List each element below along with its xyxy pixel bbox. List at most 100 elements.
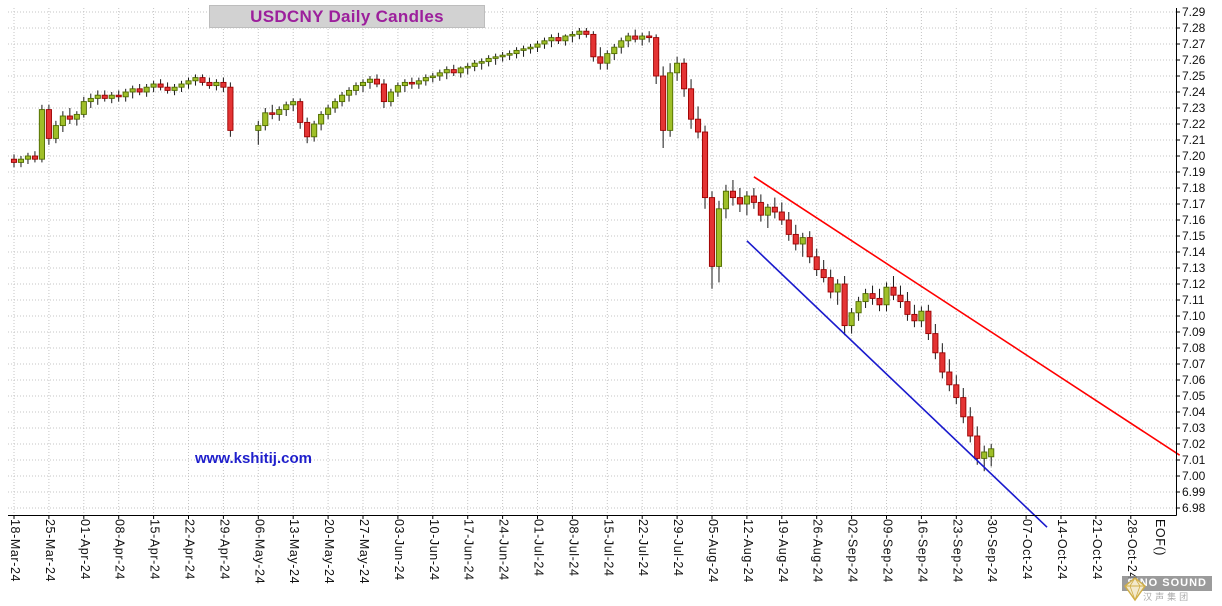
candle-up	[122, 91, 129, 98]
candle-down	[583, 30, 590, 35]
candle-up	[352, 85, 360, 91]
price-axis-label: 7.25	[1182, 69, 1206, 83]
date-axis-label: 18-Mar-24	[8, 519, 22, 582]
candle-down	[380, 83, 387, 103]
candle-up	[625, 35, 632, 42]
candle-up	[255, 125, 262, 131]
price-axis-label: 7.26	[1182, 53, 1206, 67]
candle-up	[471, 62, 478, 67]
candle-up	[492, 56, 499, 59]
candle-up	[262, 112, 269, 127]
candle-up	[359, 81, 367, 87]
price-axis-label: 7.04	[1182, 405, 1206, 419]
candle-up	[422, 77, 429, 82]
date-axis-label: 14-Oct-24	[1055, 519, 1069, 580]
candle-down	[701, 131, 709, 199]
price-axis-label: 7.09	[1182, 325, 1206, 339]
candle-up	[213, 81, 220, 87]
candle-down	[904, 301, 911, 315]
price-axis-label: 6.99	[1182, 485, 1206, 499]
price-axis-label: 7.22	[1182, 117, 1206, 131]
candle-up	[855, 301, 862, 314]
candle-up	[527, 46, 534, 50]
candle-up	[108, 94, 115, 99]
candle-up	[150, 83, 157, 88]
candle-down	[729, 190, 736, 199]
price-axis-label: 7.18	[1182, 181, 1206, 195]
date-axis-label: 08-Jul-24	[566, 519, 580, 577]
candle-up	[513, 49, 520, 55]
date-axis-label: 29-Apr-24	[217, 519, 231, 580]
candle-down	[597, 56, 604, 64]
date-axis-label: 08-Apr-24	[113, 519, 127, 580]
date-axis-label: 22-Apr-24	[183, 519, 197, 580]
candle-up	[918, 310, 925, 322]
candle-up	[799, 237, 806, 245]
date-axis-label: 15-Apr-24	[148, 519, 162, 580]
candle-up	[464, 65, 471, 69]
candle-down	[101, 94, 108, 99]
lower-channel-trendline	[746, 240, 1048, 528]
candle-up	[429, 75, 436, 79]
candle-up	[576, 30, 583, 35]
candle-down	[806, 237, 813, 258]
price-axis-label: 7.23	[1182, 101, 1206, 115]
candle-down	[31, 155, 38, 160]
candle-up	[981, 451, 988, 459]
candle-down	[967, 416, 974, 437]
candle-down	[890, 286, 897, 296]
candle-down	[771, 206, 778, 213]
candle-up	[548, 37, 555, 42]
candle-up	[611, 46, 618, 55]
price-axis-label: 7.16	[1182, 213, 1206, 227]
candle-up	[443, 69, 450, 74]
price-axis-label: 7.08	[1182, 341, 1206, 355]
date-axis-label: 16-Sep-24	[915, 519, 929, 583]
candle-down	[792, 233, 799, 245]
date-axis-label: 01-Jul-24	[532, 519, 546, 577]
candle-up	[24, 155, 32, 160]
candle-down	[590, 33, 597, 58]
watermark-text: www.kshitij.com	[195, 450, 312, 467]
candle-up	[311, 123, 318, 138]
candle-up	[478, 61, 485, 64]
candle-down	[632, 35, 639, 40]
candle-up	[59, 115, 66, 127]
candle-up	[283, 104, 290, 111]
candle-up	[318, 113, 325, 125]
date-axis-label: 26-Aug-24	[811, 519, 825, 583]
candle-down	[164, 86, 171, 91]
upper-channel-trendline	[753, 176, 1181, 456]
price-axis-label: 7.07	[1182, 357, 1206, 371]
price-axis-label: 7.24	[1182, 85, 1206, 99]
date-axis-label: 19-Aug-24	[776, 519, 790, 583]
candle-up	[541, 40, 548, 45]
price-axis-label: 7.29	[1182, 5, 1206, 19]
sino-sound-logo: SINO SOUND 汉声集团	[1122, 576, 1212, 602]
candle-down	[827, 277, 834, 293]
candle-down	[953, 384, 960, 399]
candle-down	[925, 310, 932, 335]
candle-down	[785, 219, 792, 235]
candle-down	[269, 112, 276, 115]
candle-down	[199, 77, 206, 83]
price-axis-label: 7.03	[1182, 421, 1206, 435]
candle-up	[185, 80, 192, 85]
candle-down	[157, 83, 164, 88]
candle-down	[304, 121, 311, 138]
candle-down	[757, 201, 764, 216]
candle-up	[520, 48, 527, 51]
candle-down	[450, 69, 457, 74]
price-axis-label: 7.20	[1182, 149, 1206, 163]
candle-up	[129, 88, 136, 93]
candle-down	[960, 397, 967, 418]
candle-down	[939, 352, 946, 373]
price-axis-label: 7.13	[1182, 261, 1206, 275]
candle-down	[688, 88, 695, 120]
candle-down	[778, 211, 785, 221]
candle-up	[80, 101, 87, 115]
candle-up	[562, 35, 569, 42]
candle-up	[52, 125, 59, 139]
candle-up	[325, 107, 332, 115]
